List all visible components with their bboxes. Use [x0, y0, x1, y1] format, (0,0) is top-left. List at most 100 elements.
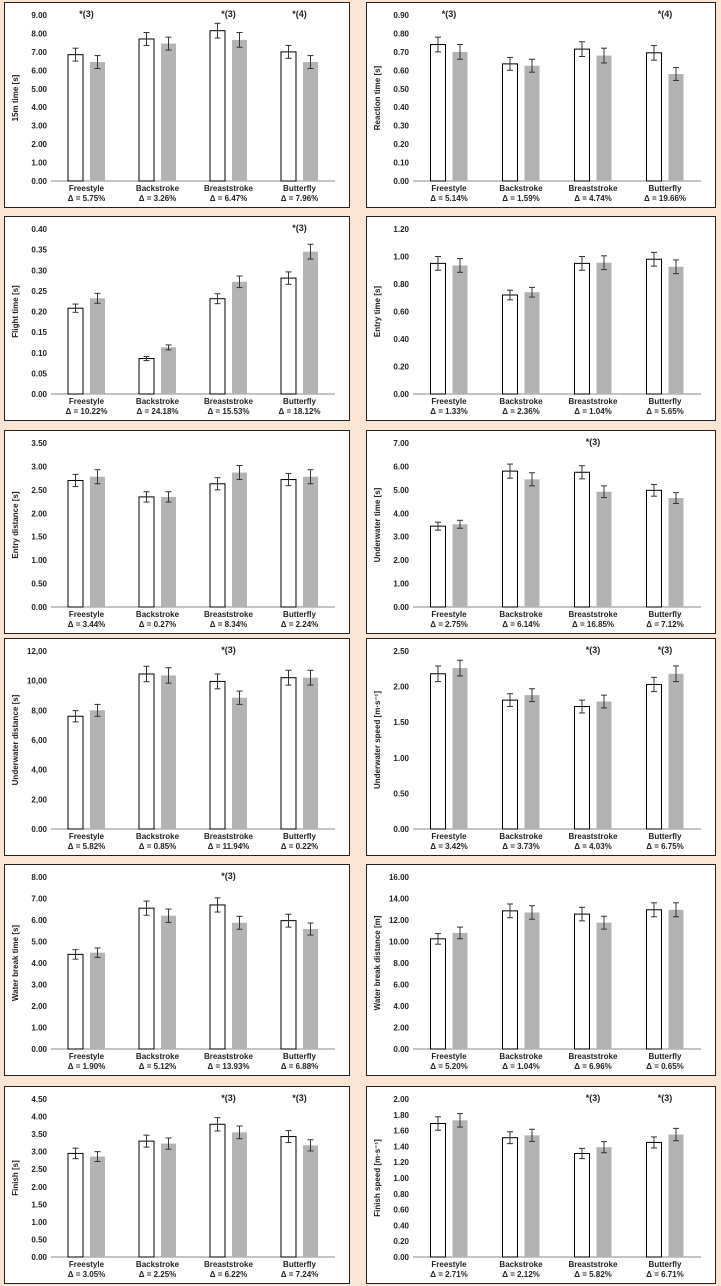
significance-annotation: *(3) — [79, 9, 94, 19]
x-category-label: Backstroke — [499, 1260, 543, 1269]
bar — [90, 476, 105, 607]
y-tick-label: 5.00 — [31, 938, 47, 947]
y-tick-label: 0.60 — [393, 66, 409, 75]
x-category-label: Breaststroke — [204, 1260, 253, 1269]
y-axis-label: 15m time [s] — [11, 74, 20, 121]
bar — [209, 680, 226, 830]
y-tick-label: 0.05 — [31, 369, 47, 378]
y-tick-label: 0.00 — [31, 603, 47, 612]
bar — [138, 1140, 155, 1258]
chart-svg: Entry distance [s] 0.00 0.50 1.00 1.50 2.00 2.… — [11, 439, 335, 629]
chart-panel: Reaction time [s] 0.00 0.10 0.20 0.30 0.40 0.5… — [366, 2, 716, 208]
delta-label: Δ = 4.03% — [574, 842, 612, 851]
delta-label: Δ = 1.59% — [502, 194, 540, 203]
y-tick-label: 2,00 — [31, 795, 47, 804]
bar — [524, 912, 540, 1049]
x-category-label: Breaststroke — [204, 610, 253, 619]
delta-label: Δ = 5.75% — [68, 194, 106, 203]
delta-label: Δ = 6.22% — [210, 1270, 248, 1279]
y-tick-label: 0.00 — [393, 825, 409, 834]
bar — [303, 929, 318, 1049]
delta-label: Δ = 0.65% — [646, 1062, 684, 1071]
y-tick-label: 3.50 — [31, 439, 47, 448]
chart-panel: 15m time [s] 0.00 1.00 2.00 3.00 4.00 5.00 6.00… — [4, 2, 350, 208]
chart-svg: Underwater distance [s] 0.00 2,00 4,00 6,00 8… — [11, 645, 335, 851]
bar — [524, 292, 540, 394]
y-tick-label: 0.10 — [31, 349, 47, 358]
x-category-label: Backstroke — [136, 1052, 180, 1061]
bar — [232, 697, 247, 829]
bar — [161, 43, 176, 181]
delta-label: Δ = 15.53% — [208, 407, 250, 416]
bar — [430, 262, 446, 395]
y-tick-label: 2.00 — [31, 140, 47, 149]
x-category-label: Backstroke — [136, 184, 180, 193]
y-tick-label: 4.00 — [393, 1002, 409, 1011]
y-axis-label: Underwater distance [s] — [11, 694, 20, 785]
delta-label: Δ = 0.85% — [139, 842, 177, 851]
y-tick-label: 2.00 — [31, 1183, 47, 1192]
bar — [67, 715, 84, 830]
bar — [138, 38, 155, 182]
x-category-label: Breaststroke — [569, 397, 618, 406]
x-category-label: Freestyle — [69, 184, 105, 193]
y-tick-label: 2.00 — [393, 1024, 409, 1033]
y-tick-label: 1.40 — [393, 1142, 409, 1151]
delta-label: Δ = 8.34% — [210, 620, 248, 629]
y-tick-label: 0.35 — [31, 246, 47, 255]
bar — [502, 699, 518, 830]
bar — [303, 476, 318, 607]
delta-label: Δ = 24.18% — [137, 407, 179, 416]
bar — [574, 48, 590, 182]
y-tick-label: 0.00 — [31, 177, 47, 186]
bar — [303, 62, 318, 181]
chart-svg: 15m time [s] 0.00 1.00 2.00 3.00 4.00 5.00 6.00… — [11, 9, 335, 203]
bar — [209, 298, 226, 395]
chart-svg: Underwater time [s] 0.00 1.00 2.00 3.00 4.00 5… — [373, 437, 701, 629]
y-tick-label: 2.00 — [393, 1095, 409, 1104]
delta-label: Δ = 2.75% — [430, 620, 468, 629]
y-tick-label: 1.00 — [31, 1024, 47, 1033]
delta-label: Δ = 6.75% — [646, 842, 684, 851]
y-tick-label: 1.50 — [31, 533, 47, 542]
bar — [90, 710, 105, 829]
x-category-label: Butterfly — [649, 397, 682, 406]
chart-svg: Entry time [s] 0.00 0.20 0.40 0.60 0.80 1.00 1.… — [373, 225, 701, 416]
bar — [452, 668, 468, 829]
bar — [280, 920, 297, 1050]
y-tick-label: 1.80 — [393, 1111, 409, 1120]
delta-label: Δ = 3.44% — [68, 620, 106, 629]
delta-label: Δ = 6.14% — [502, 620, 540, 629]
x-category-label: Freestyle — [69, 1052, 105, 1061]
delta-label: Δ = 2.25% — [139, 1270, 177, 1279]
bar — [67, 953, 84, 1050]
delta-label: Δ = 6.71% — [646, 1270, 684, 1279]
x-category-label: Butterfly — [283, 610, 316, 619]
chart-panel: Underwater distance [s] 0.00 2,00 4,00 6,00 8… — [4, 638, 350, 856]
y-tick-label: 6.00 — [31, 916, 47, 925]
y-tick-label: 2.50 — [31, 486, 47, 495]
x-category-label: Backstroke — [499, 397, 543, 406]
bar — [646, 52, 662, 182]
bar — [430, 1122, 446, 1258]
bar — [646, 1141, 662, 1258]
y-tick-label: 0.20 — [31, 308, 47, 317]
y-tick-label: 3.00 — [31, 981, 47, 990]
bar — [138, 358, 155, 395]
y-tick-label: 2.00 — [393, 683, 409, 692]
x-category-label: Breaststroke — [204, 1052, 253, 1061]
delta-label: Δ = 19.66% — [644, 194, 686, 203]
significance-annotation: *(3) — [586, 1093, 601, 1103]
y-tick-label: 2.00 — [393, 556, 409, 565]
bar — [138, 907, 155, 1050]
bar — [596, 922, 612, 1049]
y-axis-label: Water break time [s] — [11, 925, 20, 1002]
y-tick-label: 0.30 — [393, 122, 409, 131]
bar — [90, 952, 105, 1049]
delta-label: Δ = 11.94% — [208, 842, 250, 851]
y-axis-label: Flight time [s] — [11, 285, 20, 338]
x-category-label: Butterfly — [283, 397, 316, 406]
delta-label: Δ = 5.82% — [68, 842, 106, 851]
bar — [502, 294, 518, 395]
y-tick-label: 7.00 — [393, 439, 409, 448]
